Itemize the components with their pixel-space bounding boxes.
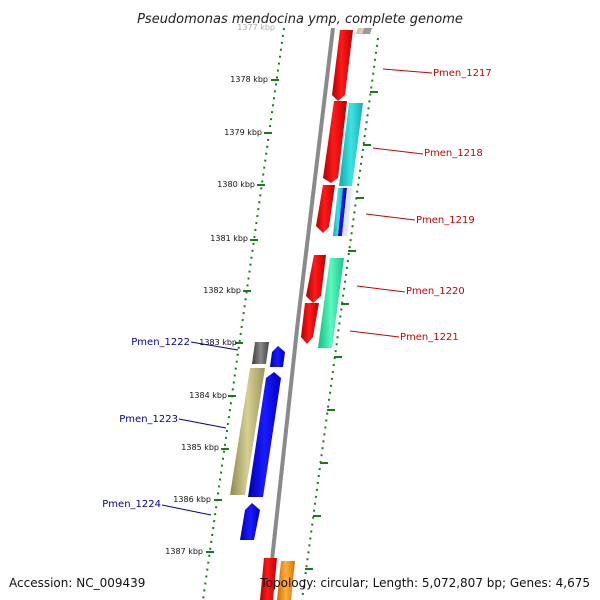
- tick-label: 1382 kbp: [203, 286, 241, 295]
- gene-label-pmen-1224[interactable]: Pmen_1224: [102, 499, 161, 510]
- gene-arrow-top-partial[interactable]: [362, 28, 372, 34]
- gene-arrow-bottom-partial[interactable]: [260, 558, 277, 600]
- gene-label-pmen-1218[interactable]: Pmen_1218: [424, 148, 483, 159]
- forward-strand-genes: [260, 30, 363, 600]
- reverse-strand-genes: [230, 342, 285, 540]
- gene-arrow-pmen-1220[interactable]: [306, 255, 326, 303]
- tick-label: 1378 kbp: [230, 75, 268, 84]
- gene-arrow-pmen-1219-feature[interactable]: [333, 188, 343, 236]
- gene-arrow-pmen-1220-feature[interactable]: [318, 258, 344, 348]
- gene-arrow-pmen-1219[interactable]: [316, 185, 335, 233]
- label-leader-line: [190, 341, 239, 351]
- gene-label-pmen-1219[interactable]: Pmen_1219: [416, 215, 475, 226]
- tick-label: 1384 kbp: [189, 391, 227, 400]
- tick-label: 1380 kbp: [217, 180, 255, 189]
- gene-arrow-pmen-1218-feature[interactable]: [339, 103, 363, 186]
- reverse-dotted-track: [202, 27, 285, 600]
- tick-label: 1385 kbp: [181, 443, 219, 452]
- tick-label: 1383 kbp: [199, 338, 237, 347]
- tick-label: 1381 kbp: [210, 234, 248, 243]
- accession-text: Accession: NC_009439: [9, 576, 145, 590]
- gene-arrow-pmen-1217[interactable]: [332, 30, 353, 101]
- gene-arrow-pmen-1223-feature[interactable]: [230, 368, 265, 495]
- gene-arrow-pmen-1218[interactable]: [323, 101, 347, 183]
- minor-ticks-right: [305, 91, 378, 570]
- gene-arrow-bottom-partial[interactable]: [277, 561, 295, 600]
- gene-label-pmen-1217[interactable]: Pmen_1217: [433, 68, 492, 79]
- gene-arrow-pmen-1224[interactable]: [240, 503, 260, 540]
- map-title: Pseudomonas mendocina ymp, complete geno…: [137, 12, 463, 27]
- label-leader-line: [356, 285, 406, 293]
- label-leader-line: [365, 213, 416, 221]
- label-leader-line: [382, 68, 433, 74]
- gene-label-pmen-1221[interactable]: Pmen_1221: [400, 332, 459, 343]
- gene-label-pmen-1220[interactable]: Pmen_1220: [406, 286, 465, 297]
- gene-label-pmen-1223[interactable]: Pmen_1223: [119, 414, 178, 425]
- kbp-tick-marks: [206, 79, 279, 553]
- gene-arrow-pmen-1222[interactable]: [270, 346, 285, 367]
- label-leader-line: [161, 504, 212, 516]
- kbp-tick-labels: 1377 kbp 1378 kbp 1379 kbp 1380 kbp 1381…: [165, 23, 275, 556]
- label-leader-line: [178, 418, 227, 429]
- tick-label: 1387 kbp: [165, 547, 203, 556]
- tick-label: 1377 kbp: [237, 23, 275, 32]
- topology-text: Topology: circular; Length: 5,072,807 bp…: [259, 576, 590, 590]
- gene-arrow-top-partial[interactable]: [356, 28, 364, 34]
- gene-arrow-pmen-1219-feature[interactable]: [342, 188, 352, 236]
- gene-arrow-pmen-1219-feature[interactable]: [338, 188, 347, 236]
- label-leader-line: [349, 330, 400, 338]
- gene-arrow-pmen-1221[interactable]: [301, 303, 319, 344]
- reverse-gene-labels: Pmen_1222 Pmen_1223 Pmen_1224: [102, 337, 239, 516]
- label-leader-line: [372, 147, 424, 155]
- forward-gene-labels: Pmen_1217 Pmen_1218 Pmen_1219 Pmen_1220 …: [349, 68, 492, 343]
- gene-arrow-pmen-1223[interactable]: [248, 372, 281, 497]
- gene-arrow-pmen-1222-feature[interactable]: [252, 342, 269, 364]
- tick-label: 1386 kbp: [173, 495, 211, 504]
- gene-label-pmen-1222[interactable]: Pmen_1222: [131, 337, 190, 348]
- tick-label: 1379 kbp: [224, 128, 262, 137]
